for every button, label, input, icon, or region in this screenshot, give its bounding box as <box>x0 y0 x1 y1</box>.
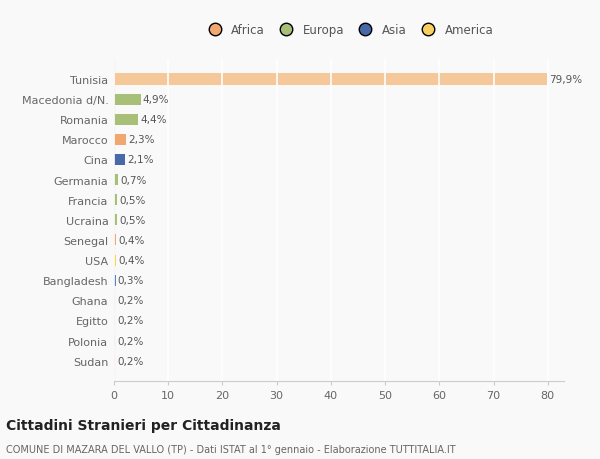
Text: 2,3%: 2,3% <box>128 135 155 145</box>
Legend: Africa, Europa, Asia, America: Africa, Europa, Asia, America <box>199 21 497 40</box>
Text: 79,9%: 79,9% <box>550 75 583 85</box>
Text: COMUNE DI MAZARA DEL VALLO (TP) - Dati ISTAT al 1° gennaio - Elaborazione TUTTIT: COMUNE DI MAZARA DEL VALLO (TP) - Dati I… <box>6 444 455 454</box>
Bar <box>114 174 118 186</box>
Bar <box>114 74 547 85</box>
Bar <box>114 315 115 326</box>
Bar <box>114 195 117 206</box>
Text: 0,5%: 0,5% <box>119 215 145 225</box>
Bar <box>114 255 116 266</box>
Bar <box>114 295 115 306</box>
Text: 0,2%: 0,2% <box>117 296 143 306</box>
Text: 0,2%: 0,2% <box>117 316 143 326</box>
Bar <box>114 114 138 125</box>
Text: 0,4%: 0,4% <box>118 256 145 265</box>
Bar <box>114 335 115 346</box>
Text: 2,1%: 2,1% <box>128 155 154 165</box>
Bar <box>114 275 116 286</box>
Bar <box>114 355 115 366</box>
Bar <box>114 215 117 226</box>
Text: 4,9%: 4,9% <box>143 95 169 105</box>
Bar <box>114 95 140 106</box>
Text: 0,4%: 0,4% <box>118 235 145 246</box>
Bar <box>114 155 125 166</box>
Text: 4,4%: 4,4% <box>140 115 167 125</box>
Text: Cittadini Stranieri per Cittadinanza: Cittadini Stranieri per Cittadinanza <box>6 418 281 432</box>
Bar <box>114 134 127 146</box>
Bar <box>114 235 116 246</box>
Text: 0,3%: 0,3% <box>118 275 144 285</box>
Text: 0,2%: 0,2% <box>117 336 143 346</box>
Text: 0,2%: 0,2% <box>117 356 143 366</box>
Text: 0,7%: 0,7% <box>120 175 146 185</box>
Text: 0,5%: 0,5% <box>119 195 145 205</box>
